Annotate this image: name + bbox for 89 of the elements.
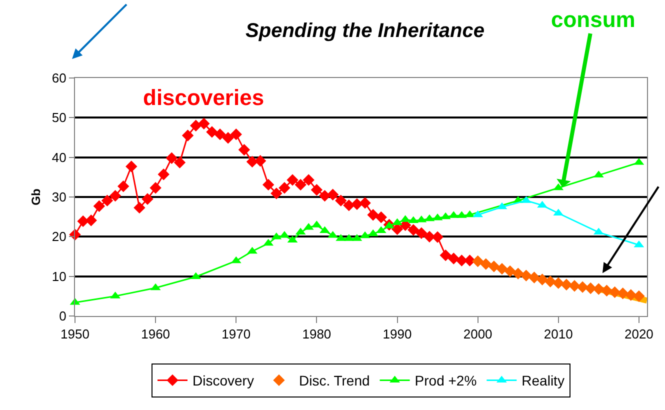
point [270,188,282,200]
point [544,276,556,288]
point [488,260,500,272]
point [568,280,580,292]
point [198,118,210,130]
point [326,188,339,200]
point [166,152,178,164]
point [464,210,475,218]
point [206,126,218,138]
y-tick-label: 20 [52,229,66,244]
point [85,214,97,226]
point [512,268,524,280]
point [142,193,154,205]
point [384,221,394,228]
x-tick-label: 2000 [463,326,492,342]
x-tick-label: 1980 [302,326,332,342]
y-tick-label: 40 [52,150,66,165]
point [367,209,379,221]
point [254,155,266,167]
point [238,144,250,156]
x-tick-label: 1990 [382,326,412,342]
point [158,168,170,180]
point [328,230,338,238]
point [214,128,226,140]
legend-label: Disc. Trend [298,372,370,389]
point [504,265,516,278]
point [416,227,428,239]
point [286,174,298,186]
x-tick-label: 1950 [60,326,90,342]
point [101,194,114,206]
point [359,197,371,209]
point [335,194,347,206]
point [480,258,492,270]
point [310,184,323,196]
point [432,231,444,243]
x-tick-label: 2010 [544,326,573,342]
point [222,132,234,144]
legend-label: Reality [522,372,564,389]
point [182,130,194,142]
point [302,174,314,186]
point [351,198,363,210]
point [278,182,290,194]
point [174,156,186,168]
point [584,282,596,294]
point [633,290,645,302]
x-tick-label: 1960 [141,326,170,342]
y-tick-label: 10 [52,268,66,284]
point [536,274,548,286]
y-tick-label: 30 [52,190,66,205]
y-tick-label: 60 [52,70,66,86]
y-tick-label: 0 [59,308,66,324]
y-axis-title: Gb [29,188,44,206]
chart-title: Spending the Inheritance [246,20,484,42]
point [230,128,242,140]
point [600,284,613,296]
legend-label: Prod +2% [414,372,477,389]
annotation: discoveries [143,85,264,110]
x-tick-label: 1970 [222,326,251,342]
point [560,278,572,291]
point [424,230,436,243]
point [440,249,452,262]
point [375,211,387,224]
point [537,200,548,208]
point [262,178,274,191]
point [448,252,460,264]
point [150,182,162,194]
point [408,224,420,236]
point [496,262,508,275]
point [247,246,258,254]
point [392,218,402,226]
point [93,200,106,212]
point [520,270,532,282]
point [77,215,89,228]
point [592,283,605,295]
point [616,288,629,300]
point [109,190,122,202]
point [528,272,540,284]
point [552,277,564,289]
legend-label: Discovery [192,372,254,389]
y-tick-label: 50 [52,110,66,126]
point [117,180,130,192]
point [472,255,484,268]
point [134,202,146,214]
point [190,120,202,132]
point [343,199,355,212]
x-tick-label: 2020 [624,326,654,342]
point [294,178,306,191]
annotation: consum [551,7,636,32]
point [126,160,138,172]
